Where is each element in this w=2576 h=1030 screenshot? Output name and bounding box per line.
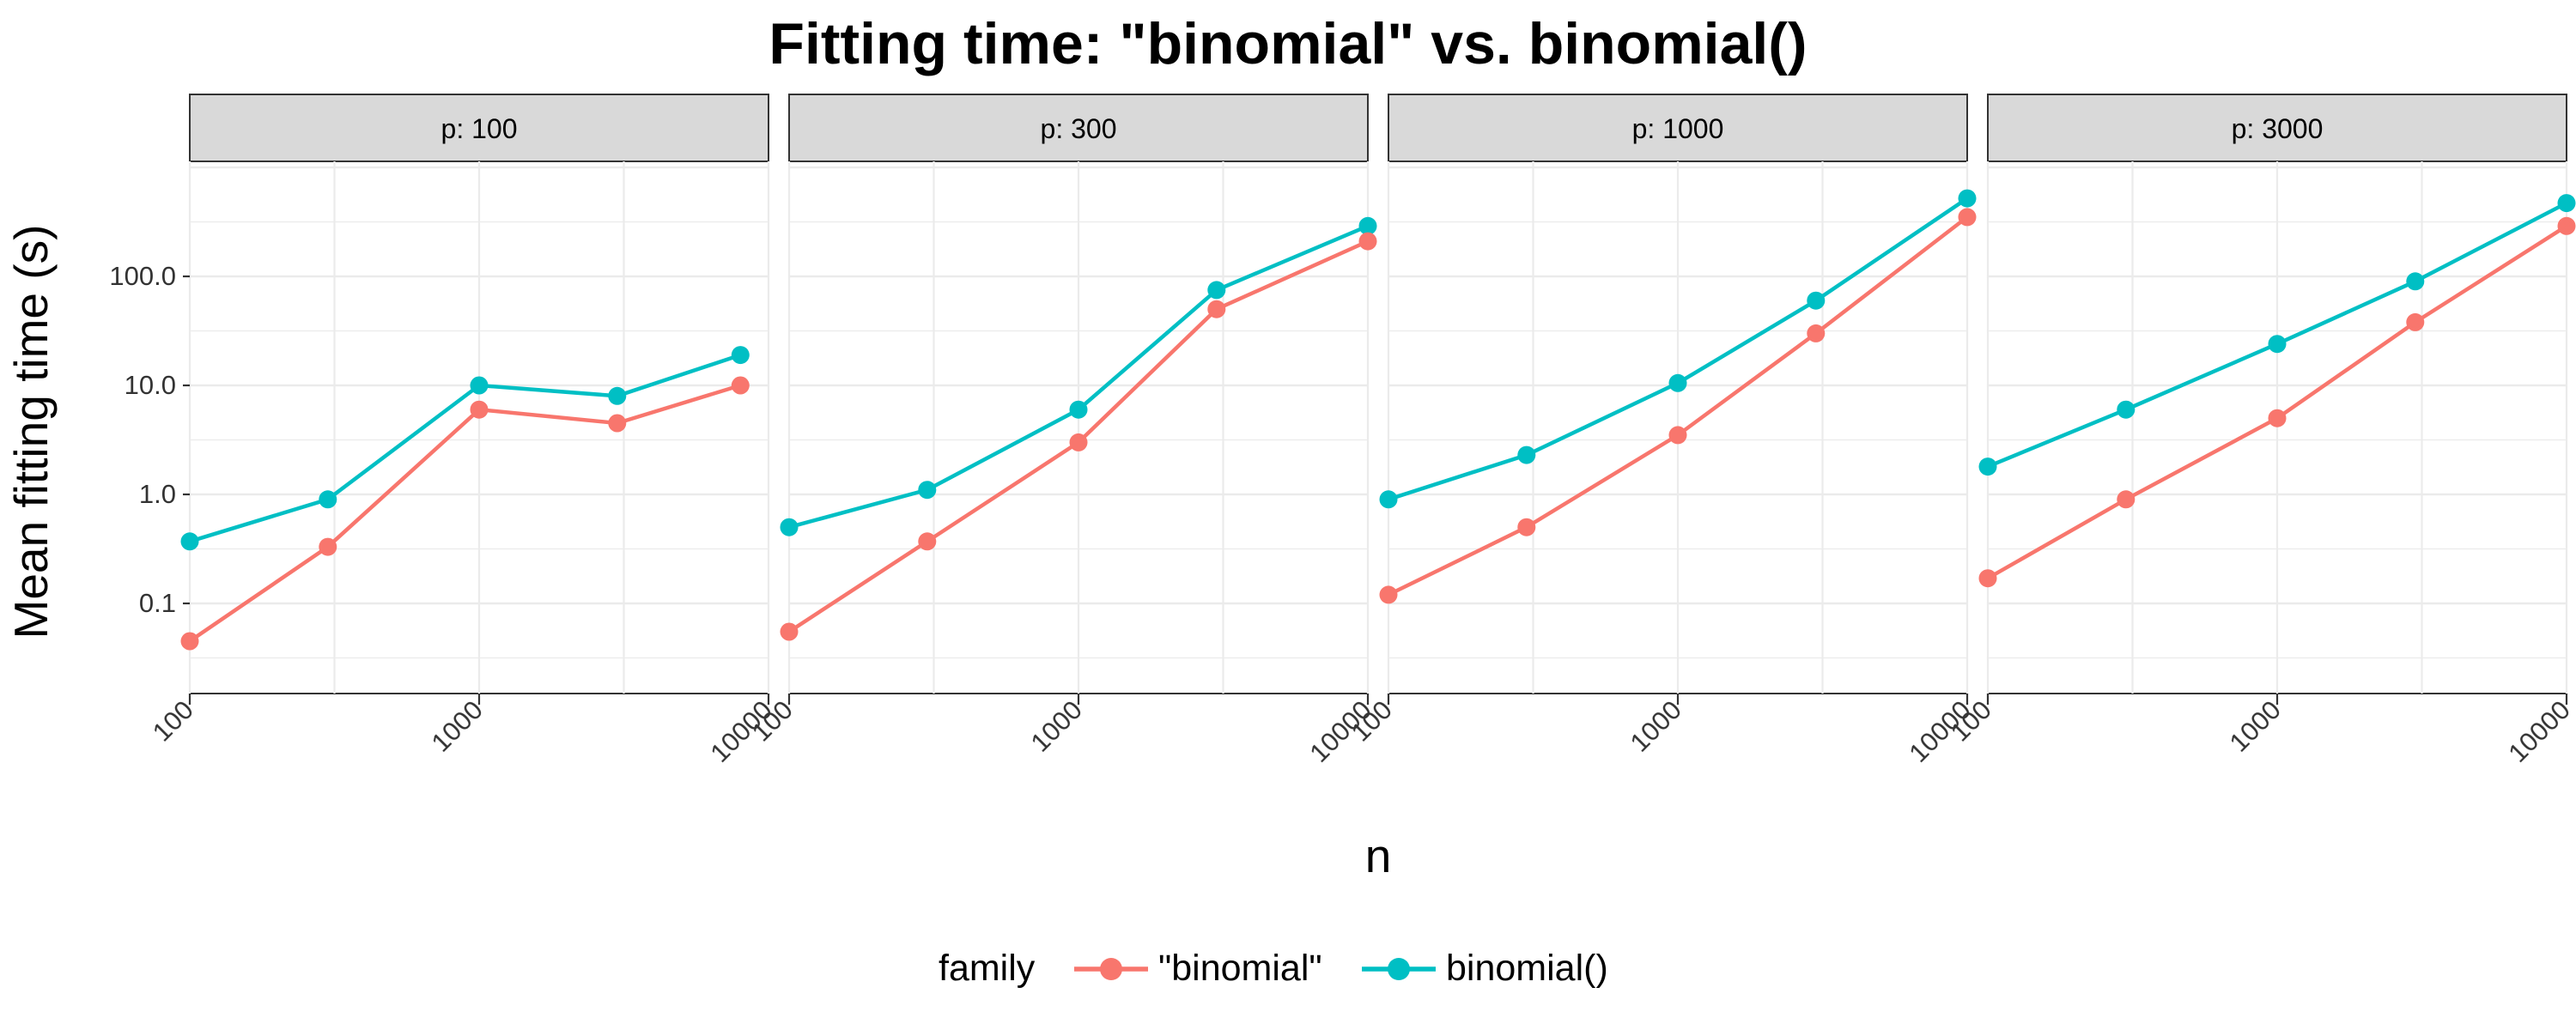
- svg-text:1.0: 1.0: [139, 479, 176, 509]
- svg-text:p: 3000: p: 3000: [2232, 113, 2324, 144]
- svg-text:10000: 10000: [2502, 694, 2576, 768]
- svg-text:10.0: 10.0: [125, 370, 176, 400]
- svg-text:0.1: 0.1: [139, 588, 176, 618]
- svg-text:100: 100: [147, 694, 199, 747]
- svg-text:p: 100: p: 100: [441, 113, 518, 144]
- svg-text:p: 300: p: 300: [1041, 113, 1117, 144]
- svg-text:100.0: 100.0: [109, 261, 176, 291]
- svg-text:p: 1000: p: 1000: [1632, 113, 1724, 144]
